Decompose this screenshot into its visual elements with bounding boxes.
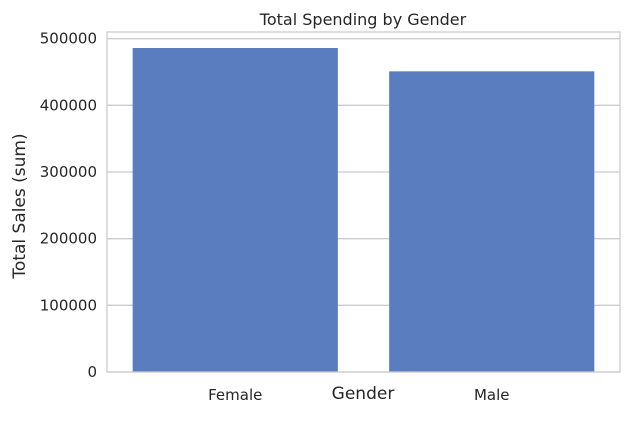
bar-male — [389, 71, 595, 372]
x-tick-label: Female — [208, 386, 262, 404]
y-tick-label: 0 — [87, 363, 97, 381]
y-axis-label: Total Sales (sum) — [10, 133, 30, 279]
y-tick-label: 100000 — [40, 296, 97, 314]
x-tick-label: Male — [474, 386, 510, 404]
y-tick-label: 500000 — [40, 30, 97, 48]
y-tick-label: 200000 — [40, 230, 97, 248]
bars — [132, 48, 595, 372]
y-tick-labels: 0 100000 200000 300000 400000 500000 — [40, 30, 97, 381]
bar-female — [132, 48, 338, 372]
x-axis-label: Gender — [332, 384, 395, 404]
x-tick-labels: Female Male — [208, 386, 509, 404]
chart-title: Total Spending by Gender — [259, 10, 467, 29]
y-tick-label: 300000 — [40, 163, 97, 181]
plot-frame — [106, 31, 621, 373]
y-tick-label: 400000 — [40, 96, 97, 114]
